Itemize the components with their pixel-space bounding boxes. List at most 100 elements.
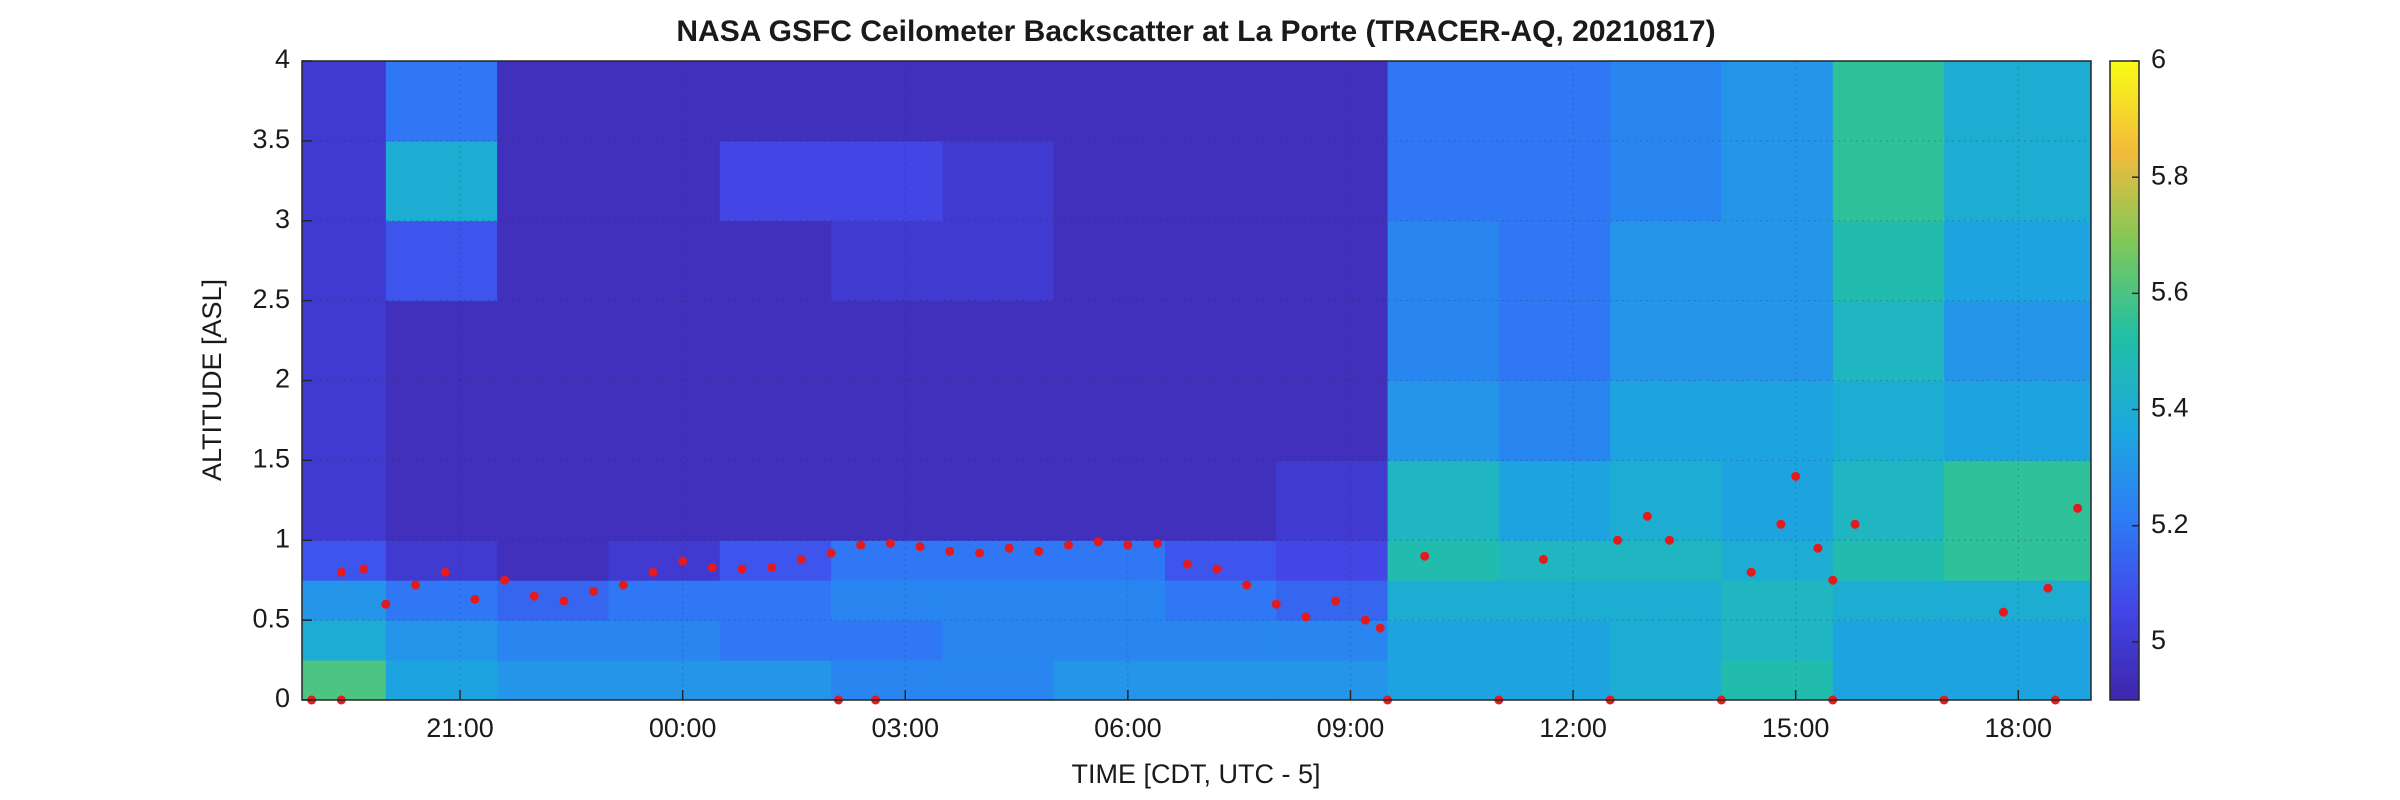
heatmap-cell: [1721, 580, 1834, 621]
heatmap-cell: [608, 660, 721, 700]
x-tick-label: 03:00: [871, 713, 939, 743]
heatmap-cell: [385, 620, 498, 661]
heatmap-cell: [1610, 61, 1722, 142]
heatmap-cell: [719, 660, 832, 700]
heatmap-cell: [302, 580, 387, 621]
heatmap-cell: [1053, 620, 1166, 661]
pbl-point: [336, 567, 346, 577]
heatmap-cell: [608, 61, 721, 142]
colorbar-tick-label: 5.6: [2151, 276, 2189, 306]
heatmap-cell: [831, 61, 943, 142]
heatmap-cell: [1164, 540, 1277, 581]
pbl-point: [856, 540, 866, 550]
heatmap-cell: [302, 460, 387, 541]
heatmap-cell: [608, 220, 721, 302]
pbl-point: [1331, 596, 1341, 606]
pbl-point: [1360, 615, 1370, 625]
heatmap-cell: [1053, 300, 1166, 381]
heatmap-cell: [608, 380, 721, 461]
heatmap-cell: [1610, 300, 1722, 381]
pbl-point: [1642, 511, 1652, 521]
heatmap-cell: [1387, 620, 1500, 661]
pbl-point: [1746, 567, 1756, 577]
pbl-point: [1665, 535, 1675, 545]
heatmap-cell: [497, 660, 609, 700]
heatmap-cell: [302, 660, 387, 700]
heatmap: [302, 61, 2091, 700]
pbl-point: [589, 586, 599, 596]
heatmap-cell: [1276, 660, 1389, 700]
heatmap-cell: [1832, 660, 1945, 700]
heatmap-cell: [719, 580, 832, 621]
heatmap-cell: [831, 220, 943, 302]
heatmap-cell: [385, 660, 498, 700]
heatmap-cell: [1276, 380, 1389, 461]
pbl-point: [1212, 564, 1222, 574]
heatmap-cell: [719, 460, 832, 541]
pbl-point: [1828, 575, 1838, 585]
heatmap-cell: [302, 300, 387, 381]
heatmap-cell: [1944, 540, 2091, 581]
heatmap-cell: [608, 460, 721, 541]
heatmap-cell: [1276, 300, 1389, 381]
heatmap-cell: [719, 61, 832, 142]
heatmap-cell: [1721, 660, 1834, 700]
heatmap-cell: [1832, 620, 1945, 661]
pbl-point: [1004, 543, 1014, 553]
pbl-point: [2073, 503, 2083, 513]
pbl-point: [1613, 535, 1623, 545]
heatmap-cell: [1944, 300, 2091, 381]
x-tick-label: 21:00: [426, 713, 494, 743]
heatmap-cell: [1832, 380, 1945, 461]
pbl-point: [1242, 580, 1252, 590]
heatmap-cell: [497, 460, 609, 541]
y-axis-label: ALTITUDE [ASL]: [197, 279, 227, 481]
heatmap-cell: [1164, 220, 1277, 302]
heatmap-cell: [719, 540, 832, 581]
heatmap-cell: [1498, 380, 1611, 461]
heatmap-cell: [1164, 620, 1277, 661]
x-axis-label: TIME [CDT, UTC - 5]: [1072, 759, 1321, 789]
heatmap-cell: [1832, 220, 1945, 302]
pbl-point: [1182, 559, 1192, 569]
heatmap-cell: [719, 620, 832, 661]
heatmap-cell: [831, 300, 943, 381]
heatmap-cell: [302, 380, 387, 461]
x-tick-label: 15:00: [1762, 713, 1830, 743]
heatmap-cell: [497, 61, 609, 142]
heatmap-cell: [1721, 300, 1834, 381]
heatmap-cell: [1721, 620, 1834, 661]
heatmap-cell: [1276, 620, 1389, 661]
heatmap-cell: [942, 300, 1055, 381]
heatmap-cell: [1498, 140, 1611, 222]
pbl-point: [1034, 546, 1044, 556]
heatmap-cell: [1276, 140, 1389, 222]
pbl-point: [945, 546, 955, 556]
colorbar-tick-label: 6: [2151, 44, 2166, 74]
x-tick-label: 00:00: [649, 713, 717, 743]
heatmap-cell: [1610, 380, 1722, 461]
heatmap-cell: [302, 220, 387, 302]
heatmap-cell: [385, 580, 498, 621]
heatmap-cell: [302, 620, 387, 661]
heatmap-cell: [1387, 580, 1500, 621]
heatmap-cell: [497, 580, 609, 621]
heatmap-cell: [1832, 580, 1945, 621]
heatmap-cell: [1498, 620, 1611, 661]
pbl-point: [885, 538, 895, 548]
heatmap-cell: [719, 300, 832, 381]
heatmap-cell: [1164, 61, 1277, 142]
colorbar-tick-label: 5.4: [2151, 393, 2189, 423]
heatmap-cell: [942, 660, 1055, 700]
heatmap-cell: [608, 140, 721, 222]
pbl-point: [1064, 540, 1074, 550]
pbl-point: [1850, 519, 1860, 529]
pbl-point: [767, 562, 777, 572]
heatmap-cell: [1721, 140, 1834, 222]
y-tick-label: 0: [275, 683, 290, 713]
pbl-point: [559, 596, 569, 606]
heatmap-cell: [1387, 380, 1500, 461]
y-tick-label: 1: [275, 523, 290, 553]
y-tick-label: 1.5: [252, 444, 290, 474]
heatmap-cell: [1498, 580, 1611, 621]
